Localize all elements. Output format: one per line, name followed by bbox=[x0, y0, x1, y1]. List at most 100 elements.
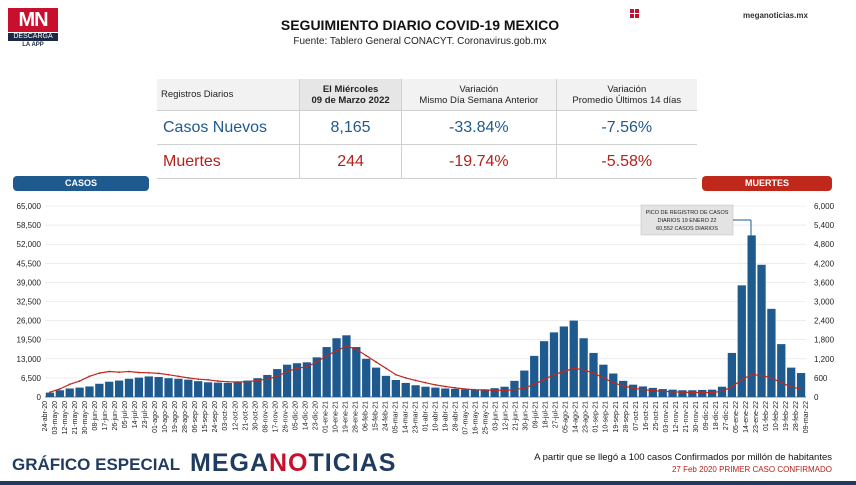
casos-bar bbox=[678, 390, 687, 397]
casos-bar bbox=[549, 332, 559, 397]
x-tick-label: 21-may-20 bbox=[72, 401, 79, 435]
bottom-rule bbox=[0, 481, 856, 485]
x-tick-label: 17-nov-20 bbox=[272, 401, 279, 433]
casos-bar bbox=[500, 386, 509, 397]
muertes-point bbox=[286, 370, 289, 373]
x-tick-label: 09-mar-22 bbox=[803, 401, 810, 433]
logo-descarga: DESCARGA bbox=[8, 33, 58, 41]
casos-bar bbox=[174, 378, 183, 397]
muertes-point bbox=[523, 387, 526, 389]
x-tick-label: 14-ene-22 bbox=[743, 401, 750, 433]
casos-bar bbox=[638, 386, 648, 397]
casos-bar bbox=[184, 379, 193, 397]
casos-bar bbox=[628, 384, 638, 397]
muertes-point bbox=[434, 384, 437, 386]
casos-bar bbox=[559, 326, 569, 397]
casos-label: Casos Nuevos bbox=[157, 110, 300, 145]
x-tick-label: 01-sep-21 bbox=[593, 401, 600, 433]
x-tick-label: 21-jun-21 bbox=[513, 401, 520, 431]
x-tick-label: 25-may-21 bbox=[483, 401, 490, 435]
muertes-point bbox=[790, 385, 793, 388]
casos-bar bbox=[164, 378, 173, 397]
muertes-point bbox=[671, 391, 674, 393]
muertes-point bbox=[296, 367, 298, 370]
casos-bar bbox=[352, 347, 361, 397]
casos-bar bbox=[490, 388, 499, 397]
muertes-point bbox=[49, 391, 51, 394]
grafico-especial: GRÁFICO ESPECIAL bbox=[12, 455, 181, 474]
muertes-point bbox=[118, 371, 121, 374]
annotation-box bbox=[640, 204, 734, 236]
muertes-point bbox=[404, 377, 407, 379]
wordmark-part2: NO bbox=[269, 449, 309, 477]
stats-header-date: El Miércoles 09 de Marzo 2022 bbox=[299, 79, 402, 111]
x-tick-label: 06-feb-21 bbox=[362, 401, 369, 431]
x-tick-label: 25-oct-21 bbox=[653, 401, 660, 431]
x-tick-label: 23-jul-20 bbox=[142, 401, 149, 428]
x-tick-label: 30-nov-21 bbox=[693, 401, 700, 433]
y-tick-label: 65,000 bbox=[17, 202, 42, 211]
y-tick-label: 19,500 bbox=[17, 336, 42, 345]
casos-bar bbox=[381, 375, 391, 397]
x-tick-label: 08-jun-20 bbox=[92, 401, 99, 431]
x-tick-label: 27-dic-21 bbox=[723, 401, 730, 430]
muertes-var-week: -19.74% bbox=[401, 144, 557, 179]
muertes-point bbox=[582, 369, 585, 371]
casos-value: 8,165 bbox=[299, 110, 402, 145]
casos-bar bbox=[105, 381, 114, 397]
muertes-point bbox=[266, 378, 269, 381]
wordmark-part3: TICIAS bbox=[308, 449, 397, 477]
muertes-point bbox=[78, 380, 81, 382]
casos-bar bbox=[124, 378, 134, 397]
y2-tick-label: 1,800 bbox=[814, 336, 835, 345]
muertes-point bbox=[632, 387, 634, 389]
muertes-point bbox=[543, 378, 545, 381]
casos-bar bbox=[233, 382, 242, 397]
x-tick-label: 28-abr-21 bbox=[453, 401, 460, 431]
casos-bar bbox=[520, 370, 529, 397]
muertes-point bbox=[691, 391, 694, 394]
muertes-point bbox=[256, 379, 259, 382]
casos-bar bbox=[292, 363, 302, 397]
x-tick-label: 12-oct-20 bbox=[232, 401, 239, 431]
muertes-point bbox=[651, 389, 654, 392]
x-tick-label: 26-nov-20 bbox=[282, 401, 289, 433]
muertes-point bbox=[68, 383, 71, 386]
y2-tick-label: 4,200 bbox=[814, 259, 835, 268]
casos-bar bbox=[609, 373, 618, 397]
x-tick-label: 07-may-21 bbox=[463, 401, 470, 435]
casos-bar bbox=[441, 388, 450, 397]
muertes-point bbox=[424, 381, 427, 384]
muertes-point bbox=[533, 383, 536, 386]
casos-bar bbox=[737, 285, 746, 397]
x-tick-label: 15-feb-21 bbox=[372, 401, 379, 431]
muertes-pill: MUERTES bbox=[702, 176, 832, 191]
y2-tick-label: 3,000 bbox=[814, 298, 835, 307]
x-tick-label: 30-oct-20 bbox=[252, 401, 259, 431]
muertes-point bbox=[553, 373, 555, 376]
x-tick-label: 24-abr-20 bbox=[42, 401, 49, 431]
annotation-line1: PICO DE REGISTRO DE CASOS bbox=[646, 210, 729, 216]
muertes-point bbox=[661, 390, 664, 393]
muertes-point bbox=[385, 367, 387, 370]
casos-bar bbox=[322, 347, 331, 397]
muertes-point bbox=[493, 389, 496, 392]
casos-bar bbox=[688, 390, 697, 397]
muertes-point bbox=[592, 372, 595, 375]
y-axis-left: 65,000 58,500 52,000 45,500 39,000 32,500 26,0… bbox=[17, 202, 42, 402]
x-tick-label: 24-feb-21 bbox=[382, 401, 389, 431]
casos-bar bbox=[460, 389, 470, 397]
muertes-point bbox=[325, 354, 328, 357]
muertes-point bbox=[760, 374, 763, 377]
x-tick-label: 12-jun-21 bbox=[503, 401, 510, 431]
x-tick-label: 28-ago-20 bbox=[182, 401, 189, 433]
casos-bar bbox=[65, 388, 74, 397]
peak-annotation: PICO DE REGISTRO DE CASOS DIARIOS 19 ENE… bbox=[640, 204, 752, 245]
x-tick-label: 10-ago-20 bbox=[162, 401, 169, 433]
x-tick-label: 10-feb-22 bbox=[773, 401, 780, 431]
casos-bar bbox=[431, 387, 440, 397]
casos-bar bbox=[796, 373, 806, 397]
muertes-point bbox=[394, 373, 397, 376]
muertes-point bbox=[137, 371, 140, 374]
logo-mn: MN bbox=[8, 8, 58, 32]
